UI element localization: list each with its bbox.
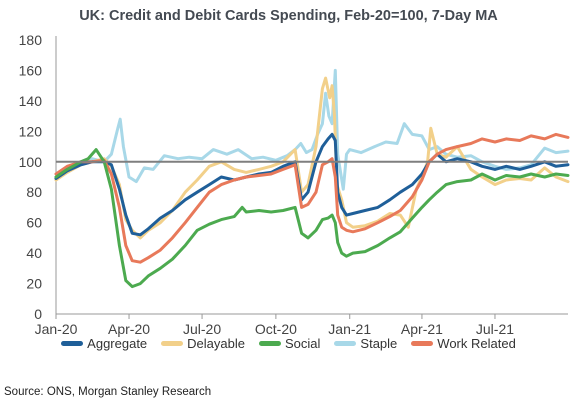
- legend-label: Staple: [360, 336, 398, 351]
- y-tick-label: 0: [34, 306, 42, 322]
- chart-legend: Aggregate Delayable Social Staple Work Relat…: [0, 336, 577, 351]
- legend-item-delayable: Delayable: [161, 336, 245, 351]
- y-tick-label: 120: [19, 123, 43, 139]
- y-axis: 0 20 40 60 80 100 120 140 160 180: [19, 32, 43, 322]
- legend-swatch: [61, 341, 84, 346]
- legend-item-staple: Staple: [334, 336, 397, 351]
- legend-item-work-related: Work Related: [411, 336, 516, 351]
- x-tick-label: Oct-20: [255, 321, 297, 337]
- x-tick-label: Jul-21: [476, 321, 514, 337]
- legend-label: Work Related: [437, 336, 516, 351]
- series-line-aggregate: [54, 132, 570, 237]
- x-tick-label: Jul-20: [183, 321, 221, 337]
- legend-label: Delayable: [187, 336, 245, 351]
- y-tick-label: 60: [26, 215, 42, 231]
- legend-swatch: [411, 341, 434, 346]
- y-tick-label: 140: [19, 93, 43, 109]
- legend-label: Aggregate: [87, 336, 148, 351]
- legend-swatch: [259, 341, 281, 346]
- y-tick-label: 40: [26, 245, 42, 261]
- chart-title: UK: Credit and Debit Cards Spending, Feb…: [79, 8, 498, 24]
- y-tick-label: 160: [19, 62, 43, 78]
- y-tick-label: 80: [26, 184, 42, 200]
- x-tick-label: Apr-20: [108, 321, 150, 337]
- x-tick-label: Apr-21: [401, 321, 443, 337]
- series-line-work-related: [54, 132, 570, 264]
- legend-label: Social: [285, 336, 321, 351]
- y-tick-label: 20: [26, 276, 42, 292]
- source-note: Source: ONS, Morgan Stanley Research: [4, 386, 212, 398]
- series-lines: [54, 68, 570, 289]
- x-tick-label: Jan-20: [35, 321, 78, 337]
- y-tick-label: 180: [19, 32, 43, 48]
- series-line-social: [54, 148, 570, 289]
- series-line-delayable: [54, 76, 570, 240]
- legend-swatch: [334, 341, 357, 346]
- legend-item-aggregate: Aggregate: [61, 336, 147, 351]
- legend-swatch: [161, 341, 184, 346]
- x-tick-label: Jan-21: [328, 321, 371, 337]
- legend-item-social: Social: [259, 336, 320, 351]
- x-axis: Jan-20 Apr-20 Jul-20 Oct-20 Jan-21 Apr-21 Jul-…: [35, 36, 568, 337]
- y-tick-label: 100: [19, 154, 43, 170]
